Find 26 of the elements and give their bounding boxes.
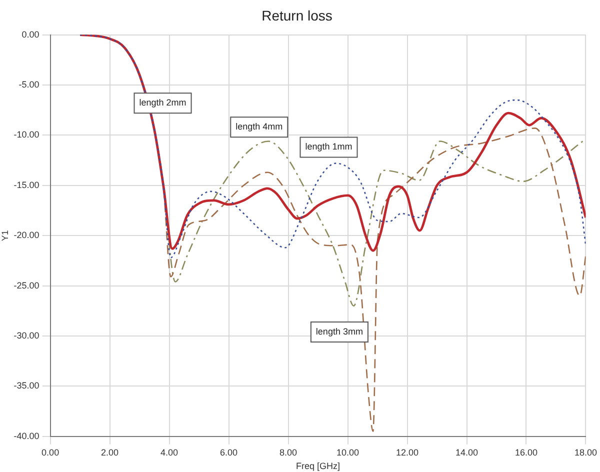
x-tick-label: 2.00 <box>101 447 119 458</box>
y-tick-label: -35.00 <box>14 380 40 391</box>
y-axis-title: Y1 <box>0 230 10 242</box>
y-tick-label: -30.00 <box>14 330 40 340</box>
chart-title: Return loss <box>262 7 332 24</box>
y-tick-label: -10.00 <box>14 130 40 140</box>
y-tick-label: -20.00 <box>14 230 40 240</box>
y-tick-label: 0.00 <box>22 29 40 40</box>
y-tick-label: -25.00 <box>14 280 40 290</box>
x-tick-label: 4.00 <box>160 447 178 458</box>
x-tick-label: 16.00 <box>514 447 538 458</box>
x-tick-label: 12.00 <box>396 447 419 458</box>
x-tick-label: 18.00 <box>574 447 598 458</box>
y-tick-label: -15.00 <box>14 180 40 190</box>
x-tick-label: 10.00 <box>336 447 360 458</box>
annotation: length 4mm <box>236 122 283 132</box>
x-tick-label: 6.00 <box>220 447 238 458</box>
annotation: length 3mm <box>316 326 363 336</box>
x-axis-title: Freq [GHz] <box>296 461 340 472</box>
x-tick-label: 8.00 <box>280 447 298 458</box>
y-tick-label: -5.00 <box>18 79 40 90</box>
x-tick-label: 14.00 <box>455 447 478 458</box>
annotation: length 2mm <box>139 98 186 108</box>
x-tick-label: 0.00 <box>42 447 60 458</box>
annotation: length 1mm <box>305 142 352 152</box>
y-tick-label: -40.00 <box>14 430 40 441</box>
